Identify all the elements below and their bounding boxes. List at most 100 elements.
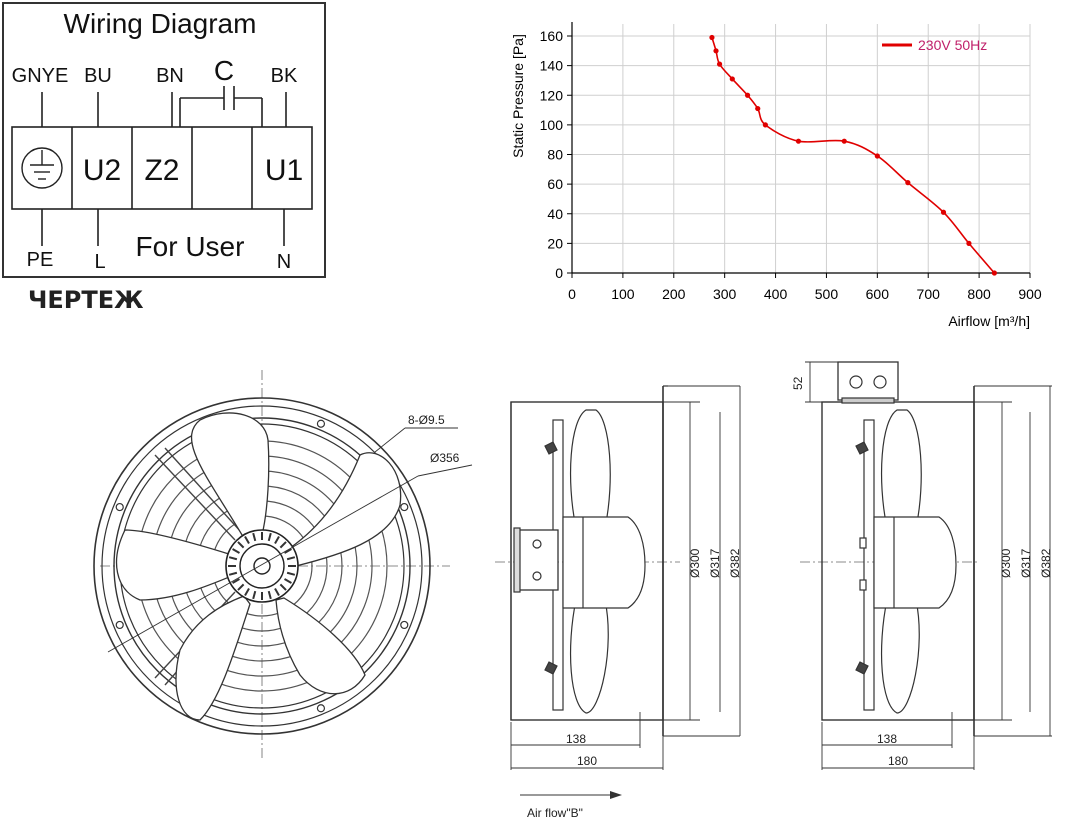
bolt-hole bbox=[400, 620, 409, 630]
hub-tooth bbox=[284, 548, 292, 554]
y-tick-label: 160 bbox=[540, 28, 564, 44]
hub-tooth bbox=[279, 541, 287, 549]
airflow-arrow-icon bbox=[520, 791, 622, 799]
bolt-hole bbox=[316, 419, 326, 428]
data-point bbox=[713, 48, 719, 54]
data-point bbox=[729, 76, 735, 82]
motor-hub bbox=[225, 529, 299, 603]
series-line bbox=[711, 37, 995, 274]
hub-tooth bbox=[232, 578, 240, 584]
x-tick-label: 400 bbox=[764, 286, 788, 302]
diameter-label: Ø356 bbox=[430, 451, 460, 465]
chart-xlabel: Airflow [m³/h] bbox=[948, 313, 1030, 329]
data-point bbox=[709, 34, 715, 41]
x-tick-label: 900 bbox=[1018, 286, 1042, 302]
y-tick-label: 140 bbox=[540, 58, 564, 74]
side-view-a bbox=[495, 385, 741, 770]
y-tick-label: 100 bbox=[540, 117, 564, 133]
chart-legend: 230V 50Hz bbox=[882, 37, 987, 53]
hub-tooth bbox=[267, 590, 272, 600]
capacitor-symbol bbox=[179, 86, 263, 127]
chart-ticks: 0 100 200 300 400 500 600 700 800 900 0 20 40 60 80 100… bbox=[540, 28, 1042, 302]
hub-tooth bbox=[228, 556, 238, 561]
label-gnye: GNYE bbox=[12, 65, 69, 87]
top-leads bbox=[41, 92, 287, 127]
chart-axes bbox=[571, 22, 1030, 274]
label-bn: BN bbox=[156, 65, 184, 87]
hub-tooth bbox=[286, 571, 296, 576]
hub-tooth bbox=[228, 571, 238, 576]
data-point bbox=[905, 180, 911, 186]
data-point bbox=[716, 61, 723, 67]
wiring-diagram: Wiring Diagram GNYE BU BN C BK bbox=[2, 2, 326, 278]
data-point bbox=[744, 92, 751, 98]
side-a-dim-138: 138 bbox=[566, 732, 586, 746]
y-tick-label: 120 bbox=[540, 87, 564, 103]
bolt-hole bbox=[115, 502, 124, 512]
data-point bbox=[755, 105, 761, 112]
side-view-b bbox=[800, 361, 1052, 770]
bottom-leads bbox=[41, 209, 285, 246]
side-b-dim-138: 138 bbox=[877, 732, 897, 746]
legend-label: 230V 50Hz bbox=[918, 37, 987, 53]
data-point bbox=[874, 153, 880, 159]
side-b-dim-180: 180 bbox=[888, 754, 908, 768]
chart-series bbox=[709, 34, 997, 276]
hub-tooth bbox=[244, 536, 250, 544]
chart-ylabel: Static Pressure [Pa] bbox=[510, 34, 526, 158]
data-point bbox=[841, 138, 847, 144]
hub-tooth bbox=[237, 541, 245, 549]
side-b-dim-382: Ø382 bbox=[1039, 548, 1053, 578]
data-point bbox=[940, 209, 947, 215]
label-pe: PE bbox=[27, 249, 54, 271]
side-b-dim-300: Ø300 bbox=[999, 548, 1013, 578]
hub-tooth bbox=[267, 532, 272, 542]
pressure-chart: 0 100 200 300 400 500 600 700 800 900 0 20 40 60 80 100… bbox=[510, 22, 1042, 329]
ground-icon bbox=[21, 147, 63, 189]
side-b-dim-52: 52 bbox=[791, 376, 805, 390]
label-l: L bbox=[94, 251, 105, 273]
side-a-dim-382: Ø382 bbox=[728, 548, 742, 578]
y-tick-label: 60 bbox=[547, 176, 563, 192]
bolt-hole bbox=[115, 620, 124, 630]
y-tick-label: 80 bbox=[547, 147, 563, 163]
drawing-heading: ЧЕРТЕЖ bbox=[28, 286, 144, 314]
data-point bbox=[991, 270, 997, 276]
x-tick-label: 800 bbox=[967, 286, 991, 302]
label-bk: BK bbox=[271, 65, 298, 87]
hub-tooth bbox=[274, 536, 280, 544]
wiring-title: Wiring Diagram bbox=[64, 8, 257, 39]
x-tick-label: 0 bbox=[568, 286, 576, 302]
label-bu: BU bbox=[84, 65, 112, 87]
hub-tooth bbox=[252, 532, 257, 542]
side-a-dim-317: Ø317 bbox=[708, 548, 722, 578]
hub-tooth bbox=[252, 590, 257, 600]
side-a-dim-180: 180 bbox=[577, 754, 597, 768]
airflow-label: Air flow"B" bbox=[527, 806, 583, 820]
data-point bbox=[795, 138, 802, 144]
x-tick-label: 600 bbox=[866, 286, 890, 302]
terminal-z2: Z2 bbox=[144, 154, 179, 187]
x-tick-label: 700 bbox=[917, 286, 941, 302]
hub-tooth bbox=[284, 578, 292, 584]
hub-tooth bbox=[279, 583, 287, 591]
x-tick-label: 300 bbox=[713, 286, 737, 302]
terminal-u2: U2 bbox=[83, 154, 121, 187]
bolt-hole bbox=[316, 704, 326, 713]
x-tick-label: 200 bbox=[662, 286, 686, 302]
x-tick-label: 500 bbox=[815, 286, 839, 302]
for-user-label: For User bbox=[136, 231, 245, 262]
wiring-frame bbox=[2, 2, 326, 278]
y-tick-label: 40 bbox=[547, 206, 563, 222]
holes-label: 8-Ø9.5 bbox=[408, 413, 445, 427]
hub-tooth bbox=[244, 588, 250, 596]
chart-grid bbox=[571, 24, 1031, 274]
label-n: N bbox=[277, 251, 291, 273]
hub-tooth bbox=[237, 583, 245, 591]
data-point bbox=[762, 122, 768, 128]
side-a-dim-300: Ø300 bbox=[688, 548, 702, 578]
bolt-hole bbox=[400, 502, 409, 512]
terminal-u1: U1 bbox=[265, 154, 303, 187]
capacitor-label: C bbox=[214, 55, 234, 86]
